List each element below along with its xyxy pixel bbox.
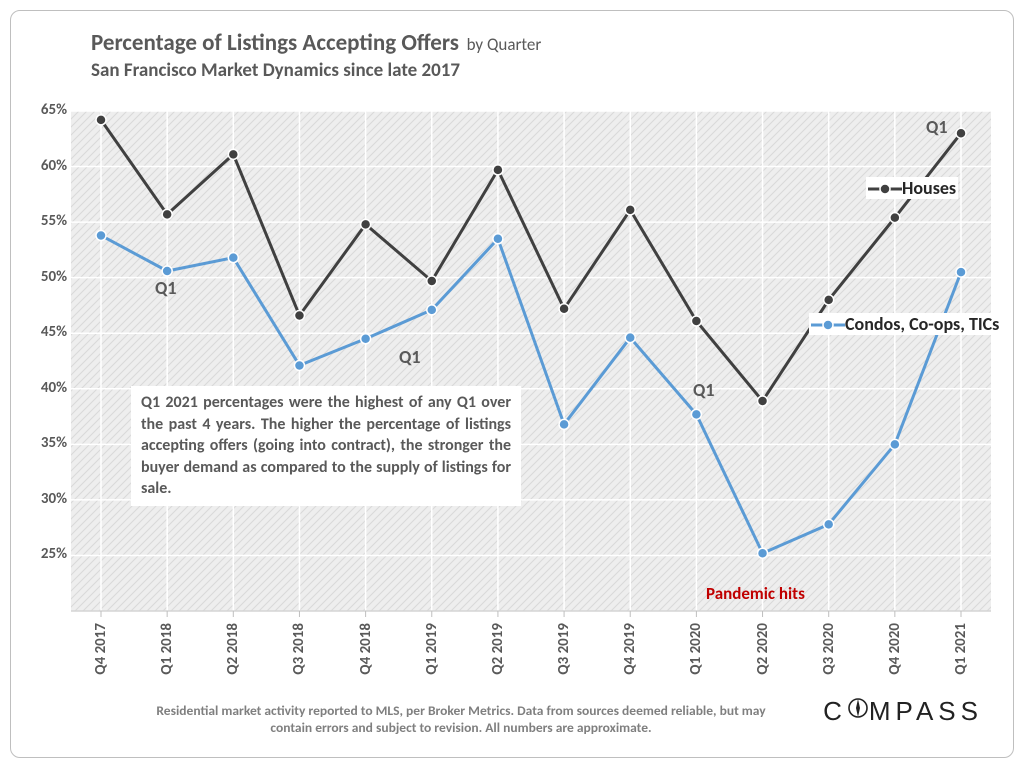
x-tick-label: Q4 2017 — [92, 623, 110, 675]
y-tick-label: 35% — [17, 434, 67, 452]
description-text: Q1 2021 percentages were the highest of … — [141, 393, 511, 498]
annotation: Q1 — [926, 116, 947, 138]
y-tick-label: 40% — [17, 379, 67, 397]
annotation: Q1 — [693, 379, 714, 401]
legend-item: Houses — [866, 177, 958, 199]
x-tick-label: Q1 2019 — [423, 623, 441, 675]
compass-icon — [847, 695, 869, 726]
x-tick-label: Q2 2019 — [489, 623, 507, 675]
x-tick-label: Q2 2020 — [754, 623, 772, 675]
y-tick-label: 30% — [17, 490, 67, 508]
y-tick-label: 25% — [17, 545, 67, 563]
x-tick-label: Q2 2018 — [224, 623, 242, 675]
annotation: Pandemic hits — [706, 583, 805, 604]
x-tick-label: Q1 2018 — [158, 623, 176, 675]
y-tick-label: 45% — [17, 323, 67, 341]
legend-item: Condos, Co-ops, TICs — [809, 313, 1001, 335]
x-tick-label: Q1 2021 — [952, 623, 970, 675]
annotation: Q1 — [399, 346, 420, 368]
x-tick-label: Q3 2018 — [290, 623, 308, 675]
annotation: Q1 — [155, 277, 176, 299]
x-tick-label: Q3 2020 — [820, 623, 838, 675]
x-tick-label: Q4 2020 — [886, 623, 904, 675]
chart-card: Percentage of Listings Accepting Offers … — [10, 10, 1014, 758]
footnote: Residential market activity reported to … — [141, 703, 781, 737]
x-tick-label: Q4 2019 — [621, 623, 639, 675]
x-tick-label: Q3 2019 — [555, 623, 573, 675]
y-tick-label: 50% — [17, 268, 67, 286]
x-tick-label: Q4 2018 — [357, 623, 375, 675]
y-tick-label: 65% — [17, 101, 67, 119]
x-tick-label: Q1 2020 — [687, 623, 705, 675]
y-tick-label: 60% — [17, 157, 67, 175]
brand-logo: CMPASS — [823, 696, 983, 729]
description-box: Q1 2021 percentages were the highest of … — [131, 386, 521, 506]
y-tick-label: 55% — [17, 212, 67, 230]
